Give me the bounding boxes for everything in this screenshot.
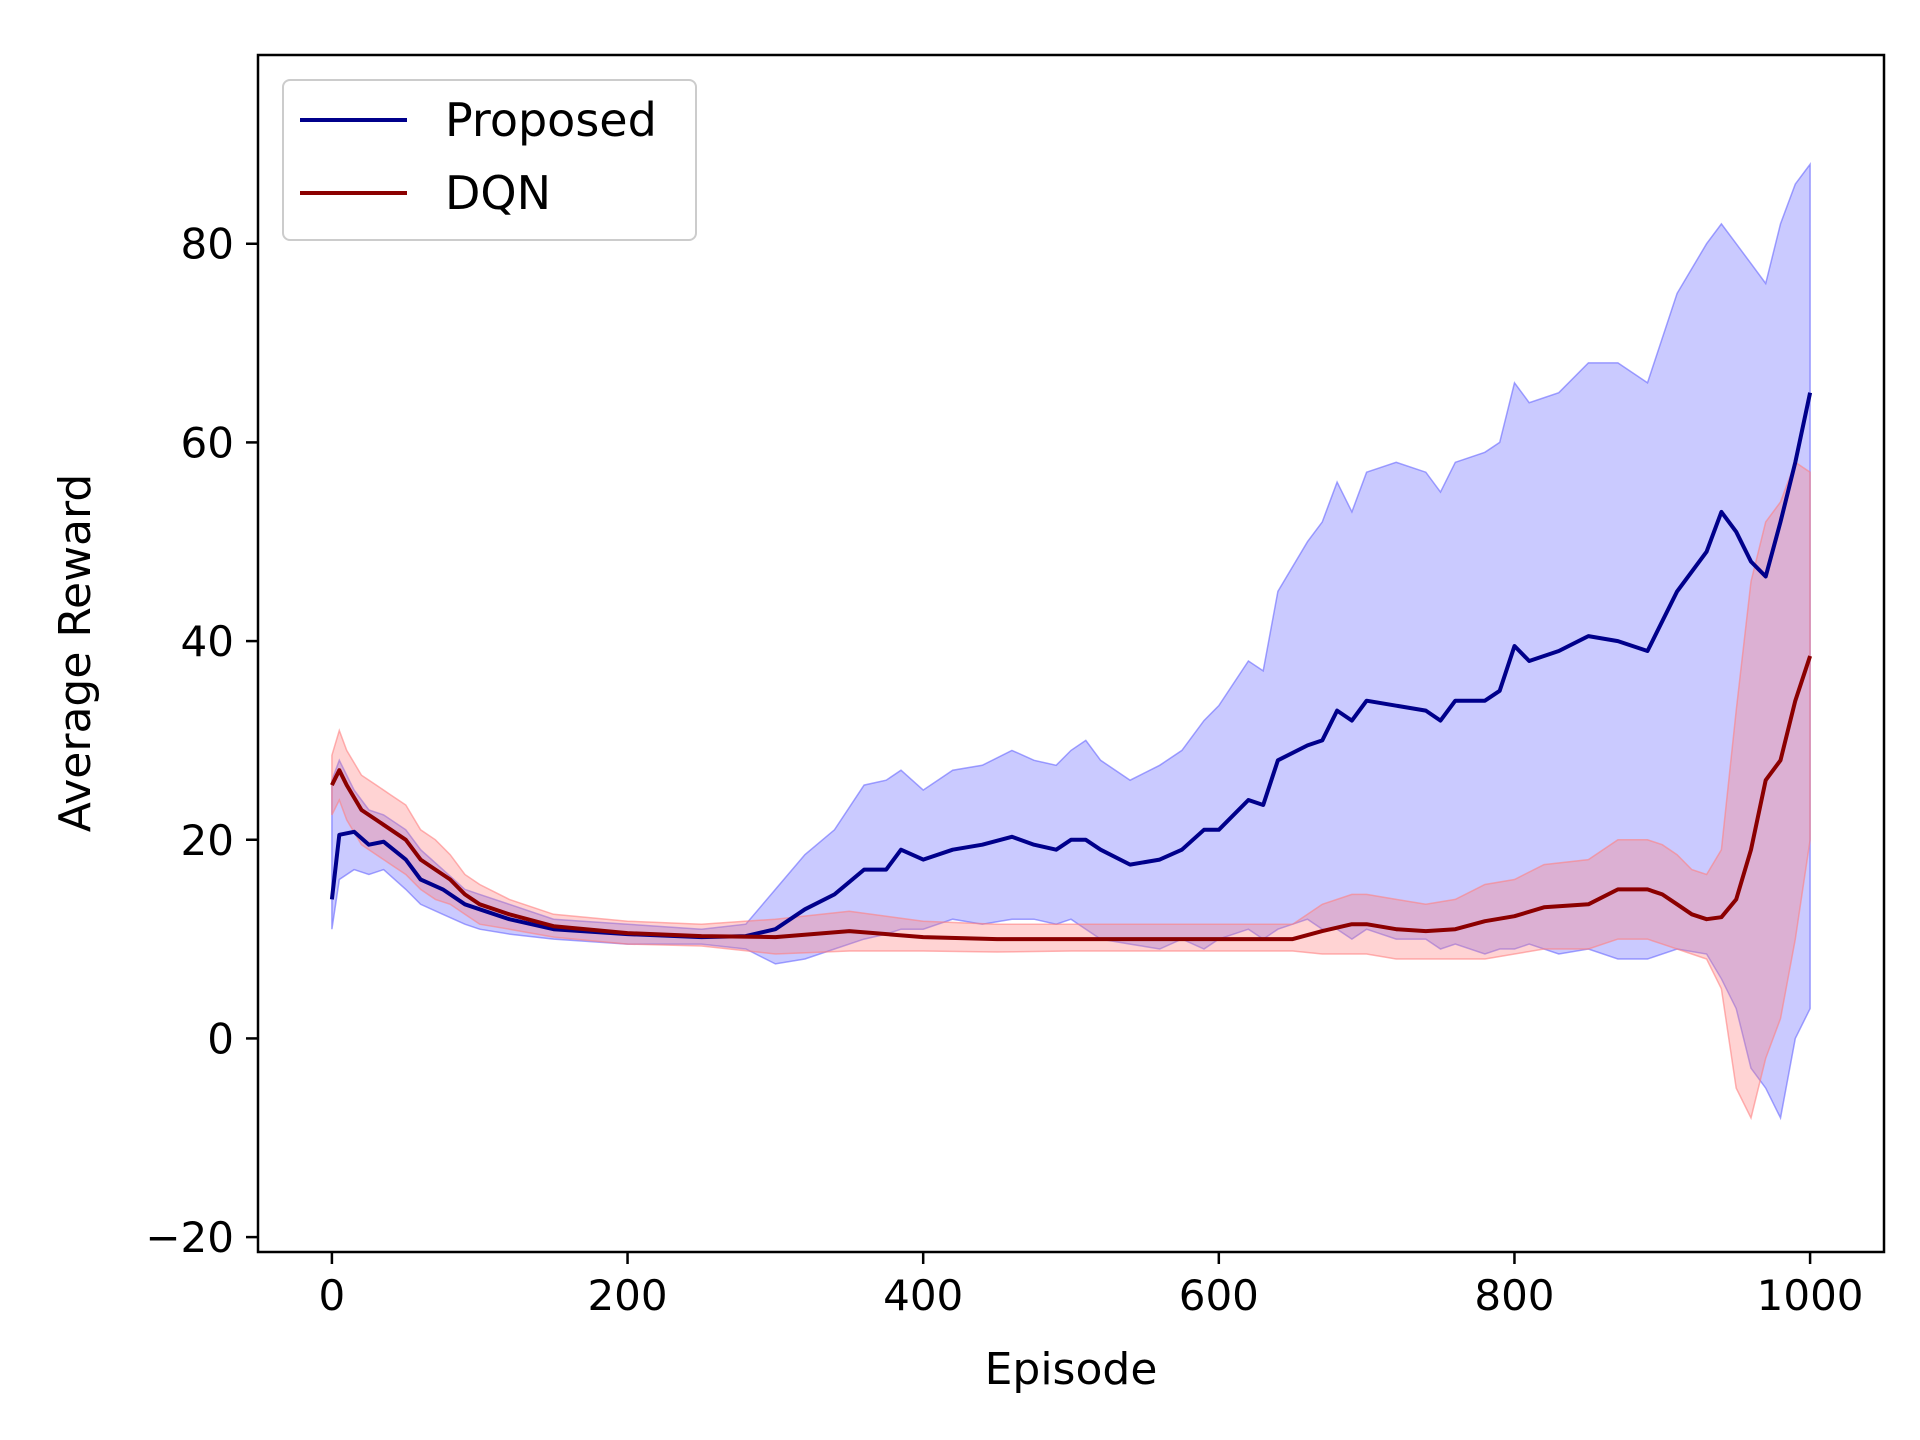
x-tick-label: 200	[587, 1271, 667, 1320]
x-tick-label: 400	[883, 1271, 963, 1320]
series-line-dqn	[330, 655, 1812, 942]
y-tick-label: −20	[145, 1213, 234, 1262]
series-line-proposed	[329, 392, 1813, 940]
x-axis-label: Episode	[985, 1344, 1158, 1395]
bands-layer	[331, 162, 1811, 1121]
y-tick-label: 40	[181, 617, 234, 666]
plot-frame	[256, 53, 1886, 1254]
y-tick-label: 80	[181, 220, 234, 269]
band-proposed	[331, 162, 1811, 1121]
x-tick-label: 1000	[1757, 1271, 1864, 1320]
x-tick-label: 0	[319, 1271, 346, 1320]
y-ticks: −20 0 20 40 60 80	[145, 220, 258, 1262]
lines-layer	[329, 392, 1813, 942]
band-dqn	[331, 461, 1811, 1121]
legend-label-dqn: DQN	[445, 166, 551, 220]
x-tick-label: 800	[1474, 1271, 1554, 1320]
legend: Proposed DQN	[282, 79, 697, 241]
y-tick-label: 60	[181, 418, 234, 467]
y-tick-label: 0	[207, 1014, 234, 1063]
y-axis-label: Average Reward	[50, 474, 101, 833]
legend-label-proposed: Proposed	[445, 93, 657, 147]
y-tick-label: 20	[181, 816, 234, 865]
x-ticks: 0 200 400 600 800 1000	[319, 1252, 1864, 1320]
x-tick-label: 600	[1179, 1271, 1259, 1320]
